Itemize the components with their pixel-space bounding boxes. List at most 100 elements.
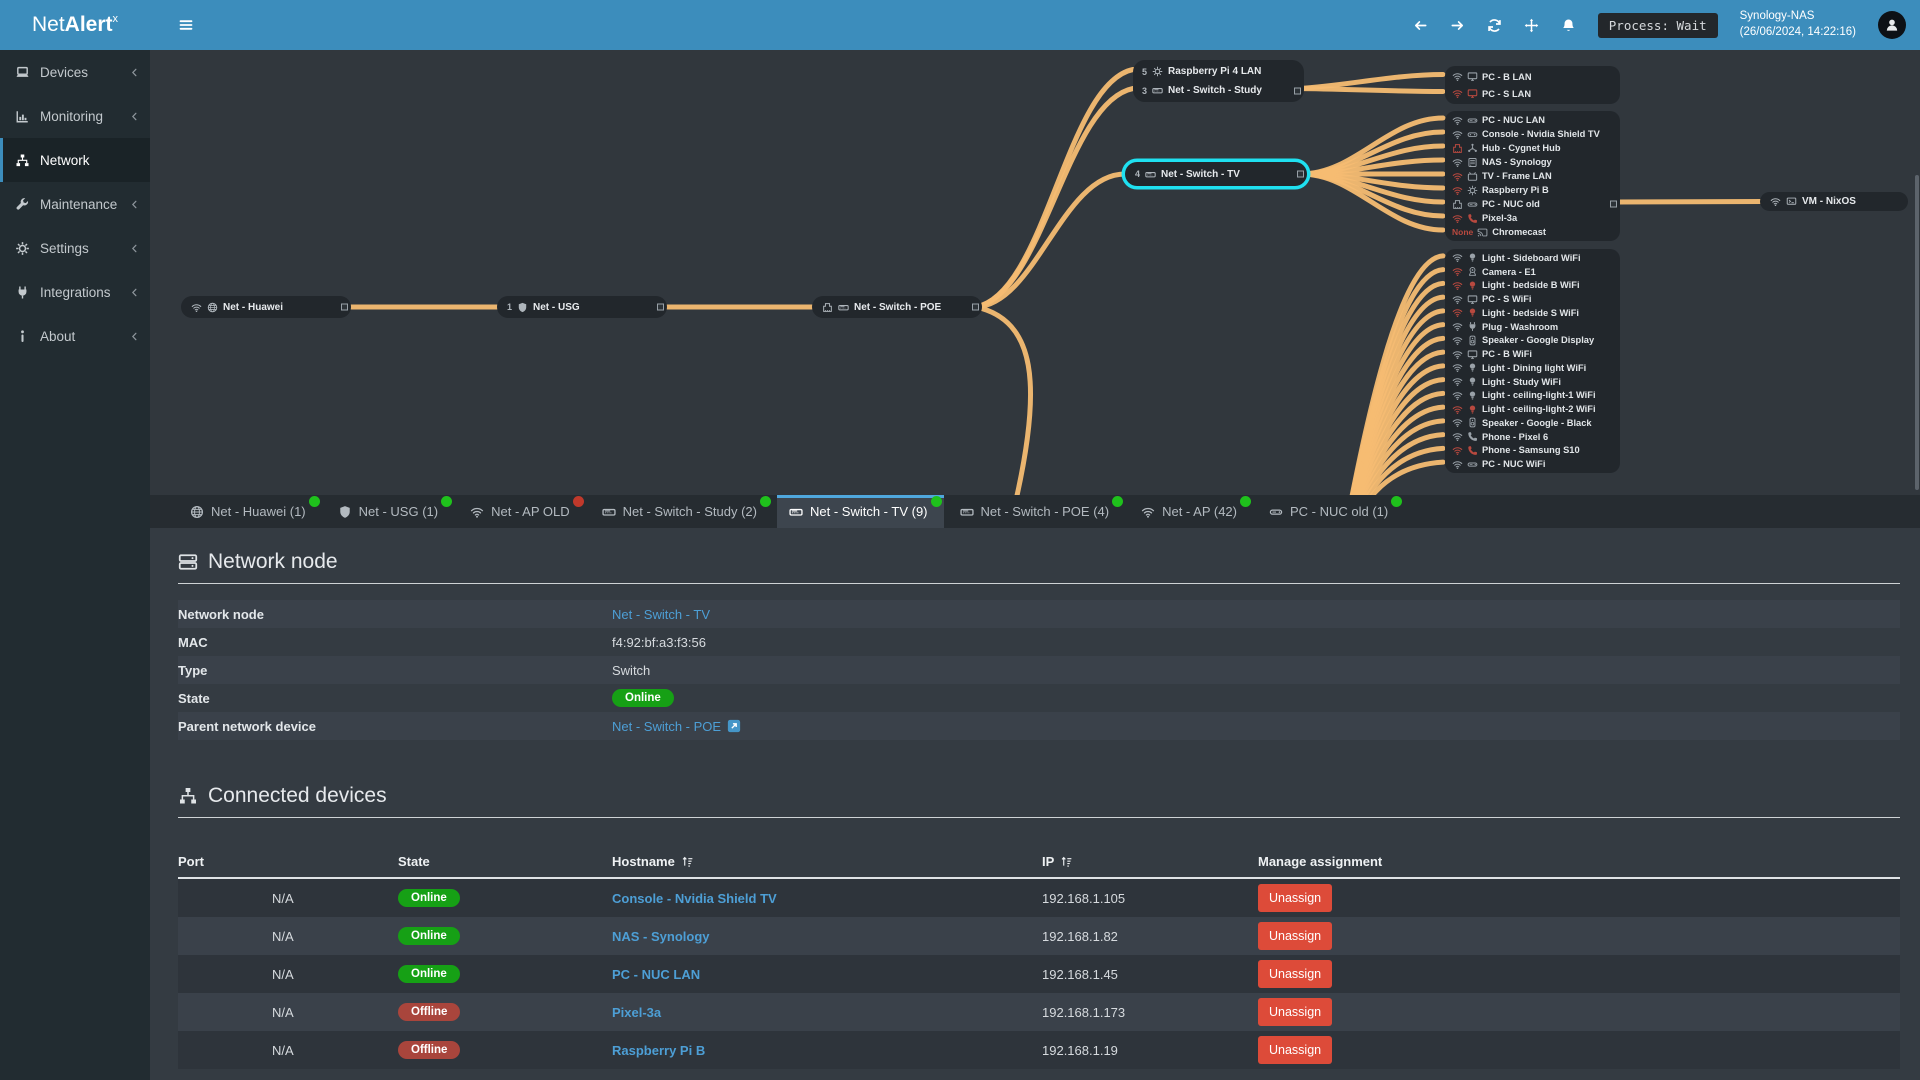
hostname-link[interactable]: PC - NUC LAN: [612, 966, 701, 982]
hostname-link[interactable]: Pixel-3a: [612, 1004, 662, 1020]
node-tabs: Net - Huawei (1) Net - USG (1) Net - AP OL…: [150, 495, 1920, 528]
topology-device-phone-samsung-s10[interactable]: Phone - Samsung S10: [1445, 444, 1620, 458]
topology-device-light-ceiling-light-2-wifi[interactable]: Light - ceiling-light-2 WiFi: [1445, 402, 1620, 416]
wrench-icon: [15, 197, 30, 212]
tab-net-ap-old[interactable]: Net - AP OLD: [458, 495, 586, 528]
user-block[interactable]: Synology-NAS (26/06/2024, 14:22:16): [1740, 9, 1856, 40]
switch-icon: [838, 302, 849, 313]
process-status-badge[interactable]: Process: Wait: [1597, 12, 1718, 38]
sidebar-item-devices[interactable]: Devices: [0, 50, 150, 94]
topology-device-nas-synology[interactable]: NAS - Synology: [1445, 155, 1620, 169]
detail-value: f4:92:bf:a3:f3:56: [612, 634, 706, 650]
tab-pc-nuc-old-1[interactable]: PC - NUC old (1): [1257, 495, 1404, 528]
unassign-button[interactable]: Unassign: [1258, 998, 1333, 1026]
arrowL-icon: [1413, 18, 1428, 33]
topology-device-hub-cygnet-hub[interactable]: Hub - Cygnet Hub: [1445, 141, 1620, 155]
topology-node-vm-nixos[interactable]: VM - NixOS: [1760, 192, 1908, 211]
sidebar-item-about[interactable]: About: [0, 314, 150, 358]
topology-node-net-usg[interactable]: 1 Net - USG: [497, 296, 667, 318]
topology-device-speaker-google-black[interactable]: Speaker - Google - Black: [1445, 416, 1620, 430]
unassign-button[interactable]: Unassign: [1258, 960, 1333, 988]
node-count-badge: 4: [1135, 169, 1141, 179]
hostname-link[interactable]: Console - Nvidia Shield TV: [612, 890, 777, 906]
detail-label: State: [178, 690, 210, 706]
topology-node-net-huawei[interactable]: Net - Huawei: [181, 296, 351, 318]
cell-state: Online: [398, 889, 612, 907]
connector[interactable]: [1610, 200, 1617, 208]
network-node-section-title: Network node: [178, 528, 1900, 574]
topology-device-speaker-google-display[interactable]: Speaker - Google Display: [1445, 334, 1620, 348]
tab-net-switch-tv-9[interactable]: Net - Switch - TV (9): [777, 495, 944, 528]
topology-device-pc-s-wifi[interactable]: PC - S WiFi: [1445, 292, 1620, 306]
connector[interactable]: [341, 303, 348, 311]
sidebar-toggle-button[interactable]: [166, 0, 206, 50]
topology-device-pc-b-wifi[interactable]: PC - B WiFi: [1445, 347, 1620, 361]
status-dot-green: [308, 496, 320, 507]
topology-device-pixel-3a[interactable]: Pixel-3a: [1445, 211, 1620, 225]
tab-net-huawei-1[interactable]: Net - Huawei (1): [178, 495, 322, 528]
cell-hostname: Raspberry Pi B: [612, 1043, 1042, 1058]
notifications-button[interactable]: [1561, 18, 1576, 33]
topology-device-light-bedside-s-wifi[interactable]: Light - bedside S WiFi: [1445, 306, 1620, 320]
topology-device-pc-nuc-old[interactable]: PC - NUC old: [1445, 197, 1620, 211]
detail-link[interactable]: Net - Switch - TV: [612, 606, 711, 622]
sidebar-item-settings[interactable]: Settings: [0, 226, 150, 270]
connector[interactable]: [657, 303, 664, 311]
topology-device-raspberry-pi-b[interactable]: Raspberry Pi B: [1445, 183, 1620, 197]
shield-icon: [517, 302, 528, 313]
wifi-state-icon: [1452, 129, 1463, 140]
connector[interactable]: [1297, 170, 1304, 178]
topology-device-pc-s-lan[interactable]: PC - S LAN: [1445, 85, 1620, 102]
topology-device-pc-nuc-wifi[interactable]: PC - NUC WiFi: [1445, 457, 1620, 471]
unassign-button[interactable]: Unassign: [1258, 1036, 1333, 1064]
hostname-link[interactable]: Raspberry Pi B: [612, 1042, 706, 1058]
sidebar-item-maintenance[interactable]: Maintenance: [0, 182, 150, 226]
refresh-button[interactable]: [1487, 18, 1502, 33]
back-button[interactable]: [1413, 18, 1428, 33]
sidebar-item-monitoring[interactable]: Monitoring: [0, 94, 150, 138]
topology-device-camera-e1[interactable]: Camera - E1: [1445, 265, 1620, 279]
topology-node-net-switch-study[interactable]: 3 Net - Switch - Study: [1133, 81, 1304, 100]
cell-hostname: Pixel-3a: [612, 1005, 1042, 1020]
topology-device-console-nvidia-shield-tv[interactable]: Console - Nvidia Shield TV: [1445, 127, 1620, 141]
cell-port: N/A: [178, 1043, 398, 1058]
tab-net-usg-1[interactable]: Net - USG (1): [326, 495, 454, 528]
detail-link[interactable]: Net - Switch - POE: [612, 718, 722, 734]
topology-node-net-switch-poe[interactable]: Net - Switch - POE: [812, 296, 982, 318]
cell-port: N/A: [178, 929, 398, 944]
topology-node-raspberry-pi-4-lan[interactable]: 5 Raspberry Pi 4 LAN: [1133, 62, 1304, 81]
topology-device-phone-pixel-6[interactable]: Phone - Pixel 6: [1445, 430, 1620, 444]
page-scrollbar[interactable]: [1915, 175, 1919, 490]
topology-device-plug-washroom[interactable]: Plug - Washroom: [1445, 320, 1620, 334]
hostname-link[interactable]: NAS - Synology: [612, 928, 710, 944]
topology-device-light-ceiling-light-1-wifi[interactable]: Light - ceiling-light-1 WiFi: [1445, 389, 1620, 403]
unassign-button[interactable]: Unassign: [1258, 884, 1333, 912]
topology-device-chromecast[interactable]: None Chromecast: [1445, 225, 1620, 239]
sidebar-item-network[interactable]: Network: [0, 138, 150, 182]
unassign-button[interactable]: Unassign: [1258, 922, 1333, 950]
cell-port: N/A: [178, 967, 398, 982]
topology-device-tv-frame-lan[interactable]: TV - Frame LAN: [1445, 169, 1620, 183]
tab-net-switch-study-2[interactable]: Net - Switch - Study (2): [590, 495, 773, 528]
topology-node-net-switch-tv[interactable]: 4 Net - Switch - TV: [1125, 162, 1307, 186]
sidebar-item-integrations[interactable]: Integrations: [0, 270, 150, 314]
topology-device-light-study-wifi[interactable]: Light - Study WiFi: [1445, 375, 1620, 389]
topology-device-light-sideboard-wifi[interactable]: Light - Sideboard WiFi: [1445, 251, 1620, 265]
phone-icon: [1467, 213, 1478, 224]
connector[interactable]: [1294, 87, 1301, 94]
chevron-left-icon: [129, 67, 140, 78]
app-logo[interactable]: Net Alert x: [0, 0, 150, 50]
bulb-icon: [1467, 390, 1478, 401]
connector[interactable]: [972, 303, 979, 311]
bars-icon: [178, 17, 194, 33]
tab-net-switch-poe-4[interactable]: Net - Switch - POE (4): [948, 495, 1126, 528]
tab-net-ap-42[interactable]: Net - AP (42): [1129, 495, 1253, 528]
topology-device-light-bedside-b-wifi[interactable]: Light - bedside B WiFi: [1445, 279, 1620, 293]
avatar[interactable]: [1878, 11, 1906, 39]
forward-button[interactable]: [1450, 18, 1465, 33]
topology-device-pc-b-lan[interactable]: PC - B LAN: [1445, 68, 1620, 85]
pan-button[interactable]: [1524, 18, 1539, 33]
topology-device-pc-nuc-lan[interactable]: PC - NUC LAN: [1445, 113, 1620, 127]
topology-device-light-dining-light-wifi[interactable]: Light - Dining light WiFi: [1445, 361, 1620, 375]
